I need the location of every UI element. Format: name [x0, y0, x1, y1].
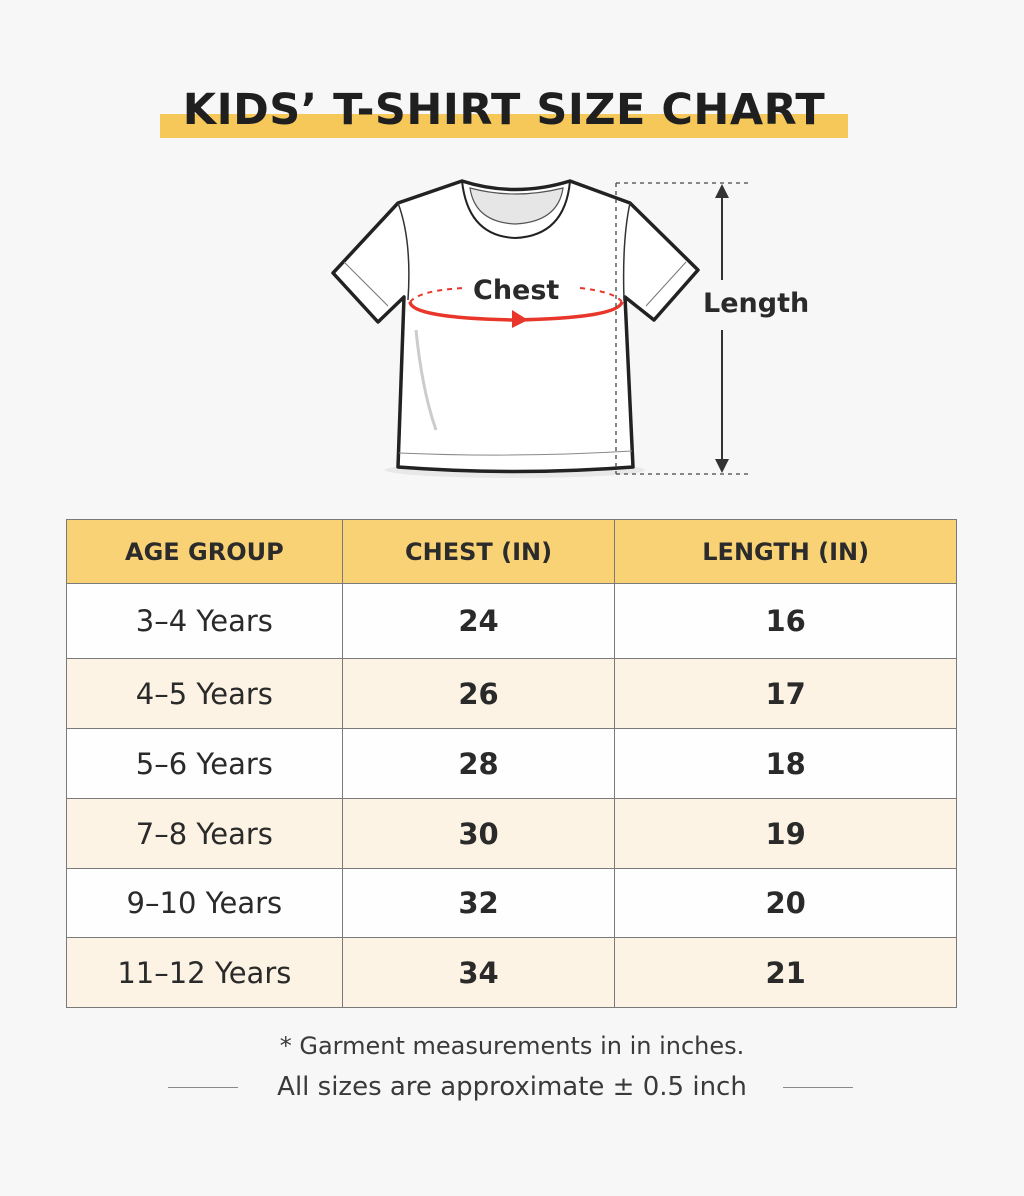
arrow-up-icon [715, 184, 729, 198]
age-cell: 11–12 Years [66, 937, 343, 1008]
age-cell: 9–10 Years [66, 868, 343, 938]
table-row: 9–10 Years 32 20 [66, 868, 957, 938]
table-row: 3–4 Years 24 16 [66, 583, 957, 659]
measurement-note: * Garment measurements in in inches. [279, 1032, 745, 1060]
age-cell: 4–5 Years [66, 658, 343, 729]
chest-arrow-icon [512, 310, 528, 328]
length-cell: 21 [614, 937, 957, 1008]
divider-left [168, 1087, 238, 1088]
length-cell: 19 [614, 798, 957, 869]
table-header: AGE GROUP CHEST (IN) LENGTH (IN) [66, 519, 957, 584]
table-row: 4–5 Years 26 17 [66, 658, 957, 729]
length-cell: 20 [614, 868, 957, 938]
page-title: KIDS’ T-SHIRT SIZE CHART [182, 85, 826, 135]
age-cell: 7–8 Years [66, 798, 343, 869]
age-cell: 3–4 Years [66, 583, 343, 659]
length-guide-lines [615, 182, 748, 475]
length-cell: 17 [614, 658, 957, 729]
divider-right [783, 1087, 853, 1088]
chest-cell: 30 [341, 798, 616, 869]
table-row: 5–6 Years 28 18 [66, 728, 957, 799]
chest-cell: 34 [341, 937, 616, 1008]
approximate-note: All sizes are approximate ± 0.5 inch [277, 1072, 747, 1102]
title-block: KIDS’ T-SHIRT SIZE CHART [160, 82, 848, 142]
chest-label: Chest [473, 275, 560, 306]
length-cell: 18 [614, 728, 957, 799]
length-label: Length [703, 288, 810, 319]
header-age-group: AGE GROUP [66, 519, 343, 584]
chest-cell: 26 [341, 658, 616, 729]
header-chest: CHEST (IN) [341, 519, 616, 584]
chest-measure-back [409, 287, 623, 303]
age-cell: 5–6 Years [66, 728, 343, 799]
chest-cell: 24 [341, 583, 616, 659]
table-row: 11–12 Years 34 21 [66, 937, 957, 1008]
arrow-down-icon [715, 459, 729, 473]
table-row: 7–8 Years 30 19 [66, 798, 957, 869]
chest-cell: 32 [341, 868, 616, 938]
length-cell: 16 [614, 583, 957, 659]
tshirt-diagram [331, 179, 748, 478]
title-highlight [160, 114, 848, 138]
size-table: AGE GROUP CHEST (IN) LENGTH (IN) 3–4 Yea… [66, 519, 957, 1008]
header-length: LENGTH (IN) [614, 519, 957, 584]
chest-cell: 28 [341, 728, 616, 799]
